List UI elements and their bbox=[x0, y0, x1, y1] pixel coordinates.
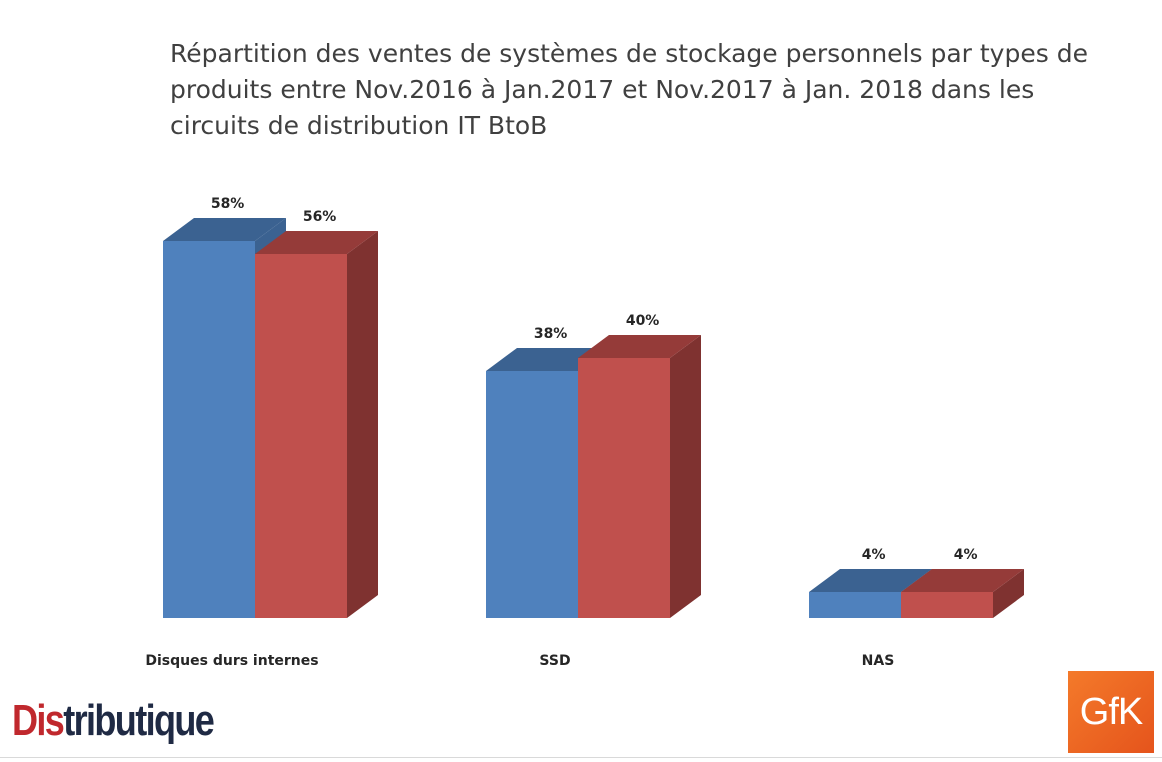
bar-nas-series-1-top bbox=[809, 569, 932, 592]
bar-nas-series-2-top bbox=[901, 569, 1024, 592]
bar-disques-durs-internes-series-1-top bbox=[163, 218, 286, 241]
data-label-disques-durs-internes-series-1: 58% bbox=[211, 196, 245, 212]
data-label-disques-durs-internes-series-2: 56% bbox=[303, 209, 337, 225]
bar-ssd-series-1 bbox=[486, 371, 578, 618]
bar-nas-series-2-side bbox=[993, 569, 1024, 618]
chart-title: Répartition des ventes de systèmes de st… bbox=[170, 39, 1088, 140]
bar-disques-durs-internes-series-2-top bbox=[255, 231, 378, 254]
bar-disques-durs-internes-series-2 bbox=[255, 254, 347, 618]
data-label-nas-series-2: 4% bbox=[954, 547, 978, 563]
category-label-disques-durs-internes: Disques durs internes bbox=[145, 653, 318, 669]
bar-ssd-series-2 bbox=[578, 358, 670, 618]
category-label-ssd: SSD bbox=[539, 653, 570, 669]
distributique-logo: Distributique bbox=[12, 696, 215, 745]
category-label-nas: NAS bbox=[862, 653, 895, 669]
bar-disques-durs-internes-series-1 bbox=[163, 241, 255, 618]
gfk-logo: GfK bbox=[1068, 671, 1154, 753]
data-label-ssd-series-1: 38% bbox=[534, 326, 568, 342]
bar-nas-series-1 bbox=[809, 592, 901, 618]
bar-disques-durs-internes-series-2-side bbox=[347, 231, 378, 618]
bottom-divider bbox=[0, 757, 1162, 758]
data-label-nas-series-1: 4% bbox=[862, 547, 886, 563]
bar-ssd-series-2-side bbox=[670, 335, 701, 618]
bar-ssd-series-2-top bbox=[578, 335, 701, 358]
bar-nas-series-2 bbox=[901, 592, 993, 618]
data-label-ssd-series-2: 40% bbox=[626, 313, 660, 329]
